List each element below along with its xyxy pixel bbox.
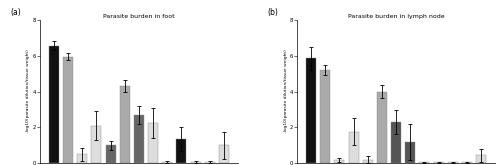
Bar [334, 160, 344, 163]
Bar [205, 162, 214, 163]
Bar [162, 162, 172, 163]
Bar [391, 122, 401, 163]
Bar [476, 155, 486, 163]
Bar [92, 126, 102, 163]
Bar [219, 145, 229, 163]
Bar [120, 86, 130, 163]
Bar [106, 145, 116, 163]
Y-axis label: -log10(parasite dilution/tissue weight): -log10(parasite dilution/tissue weight) [284, 50, 288, 133]
Bar [377, 92, 387, 163]
Text: (a): (a) [10, 8, 21, 17]
Bar [190, 162, 200, 163]
Bar [363, 160, 372, 163]
Bar [320, 70, 330, 163]
Title: Parasite burden in lymph node: Parasite burden in lymph node [348, 14, 444, 19]
Bar [406, 142, 415, 163]
Bar [348, 132, 358, 163]
Bar [78, 154, 87, 163]
Bar [306, 58, 316, 163]
Bar [63, 57, 73, 163]
Bar [134, 115, 144, 163]
Bar [148, 123, 158, 163]
Title: Parasite burden in foot: Parasite burden in foot [103, 14, 174, 19]
Bar [176, 139, 186, 163]
Y-axis label: -log10(parasite dilution/tissue weight): -log10(parasite dilution/tissue weight) [26, 50, 30, 133]
Text: (b): (b) [268, 8, 278, 17]
Bar [49, 46, 59, 163]
